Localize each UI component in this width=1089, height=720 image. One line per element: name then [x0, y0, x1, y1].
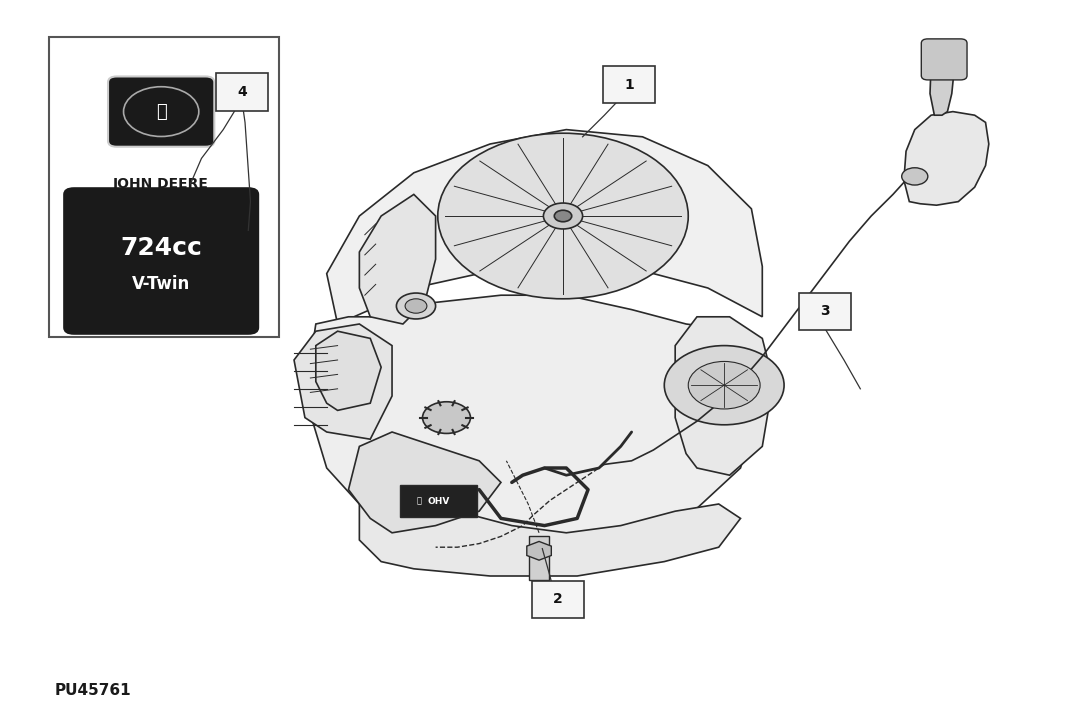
- Circle shape: [554, 210, 572, 222]
- Circle shape: [902, 168, 928, 185]
- Circle shape: [664, 346, 784, 425]
- Text: V-Twin: V-Twin: [132, 276, 191, 294]
- Polygon shape: [527, 541, 551, 560]
- FancyBboxPatch shape: [216, 73, 268, 111]
- Polygon shape: [327, 130, 762, 324]
- Polygon shape: [359, 194, 436, 324]
- Circle shape: [438, 133, 688, 299]
- Text: 4: 4: [237, 85, 247, 99]
- Text: 1: 1: [624, 78, 634, 91]
- FancyBboxPatch shape: [531, 580, 584, 618]
- Polygon shape: [359, 497, 741, 576]
- Polygon shape: [305, 295, 762, 554]
- Polygon shape: [294, 324, 392, 439]
- Polygon shape: [930, 47, 954, 115]
- Circle shape: [688, 361, 760, 409]
- Text: PU45761: PU45761: [54, 683, 131, 698]
- FancyBboxPatch shape: [798, 292, 852, 330]
- Text: JOHN DEERE: JOHN DEERE: [113, 176, 209, 191]
- Circle shape: [423, 402, 470, 433]
- Polygon shape: [316, 331, 381, 410]
- Polygon shape: [348, 432, 501, 533]
- Text: OHV: OHV: [428, 497, 450, 505]
- FancyBboxPatch shape: [63, 187, 259, 335]
- FancyBboxPatch shape: [400, 485, 477, 517]
- Polygon shape: [675, 317, 773, 475]
- Text: 3: 3: [820, 305, 830, 318]
- FancyBboxPatch shape: [108, 76, 215, 147]
- Circle shape: [543, 203, 583, 229]
- Text: 🦌: 🦌: [156, 103, 167, 121]
- FancyBboxPatch shape: [921, 39, 967, 80]
- Text: ⬩: ⬩: [417, 497, 421, 505]
- FancyBboxPatch shape: [529, 536, 549, 580]
- Text: 2: 2: [553, 593, 563, 606]
- Circle shape: [405, 299, 427, 313]
- FancyBboxPatch shape: [49, 37, 279, 337]
- Polygon shape: [904, 112, 989, 205]
- Text: 724cc: 724cc: [120, 236, 203, 261]
- Circle shape: [396, 293, 436, 319]
- FancyBboxPatch shape: [602, 66, 654, 104]
